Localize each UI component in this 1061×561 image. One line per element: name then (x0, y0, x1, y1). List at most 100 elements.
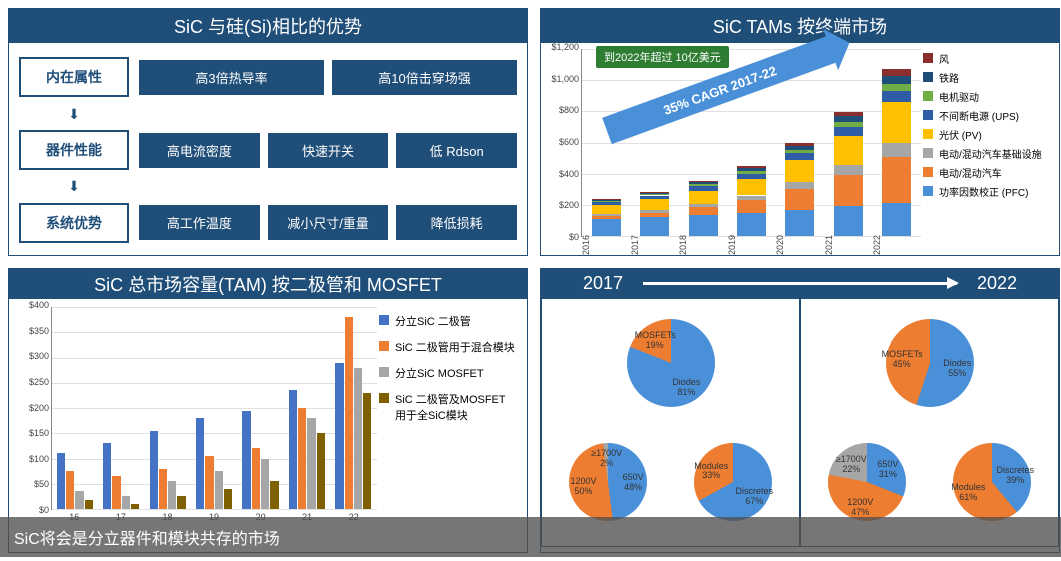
stack-seg (737, 174, 766, 179)
stack-seg (834, 112, 863, 116)
stack-seg (834, 136, 863, 166)
pie-column-2017: Diodes81% MOSFETs19% 650V48% 1200V50% ≥1700V… (541, 298, 800, 547)
pie-label: Modules33% (691, 462, 731, 482)
pie-label: 650V31% (868, 460, 908, 480)
stack-seg (592, 214, 621, 216)
pie-label: ≥1700V22% (831, 455, 871, 475)
pie-column-2022: Diodes55%MOSFETs45% 650V31% 1200V47% ≥1700V… (800, 298, 1059, 547)
tam-diode-mosfet-title: SiC 总市场容量(TAM) 按二极管和 MOSFET (9, 269, 527, 299)
stack-seg (882, 84, 911, 91)
legend-item: 不间断电源 (UPS) (923, 108, 1053, 123)
pie-label: Discretes39% (995, 466, 1035, 486)
bar (317, 433, 325, 509)
legend-item: SiC 二极管用于混合模块 (379, 339, 519, 355)
stack-seg (785, 182, 814, 189)
bar (270, 481, 278, 509)
bar (131, 504, 139, 509)
stack-seg (882, 143, 911, 157)
stack-seg (737, 213, 766, 236)
tam-diode-mosfet-panel: SiC 总市场容量(TAM) 按二极管和 MOSFET $0$50$100$15… (8, 268, 528, 553)
stack-seg (640, 193, 669, 194)
bar (354, 368, 362, 509)
bar (215, 471, 223, 509)
pie-chart: Diodes81% MOSFETs19% (612, 314, 730, 412)
stack-seg (785, 153, 814, 160)
stack-seg (882, 91, 911, 102)
callout-2022: 到2022年超过 10亿美元 (595, 45, 730, 69)
bar (289, 390, 297, 509)
footer-caption: SiC将会是分立器件和模块共存的市场 (0, 517, 1061, 557)
legend-item: 风 (923, 51, 1053, 66)
bar (252, 448, 260, 509)
adv-item: 快速开关 (268, 133, 389, 168)
down-arrow-icon: ⬇ (19, 110, 129, 118)
legend-item: 光伏 (PV) (923, 127, 1053, 142)
pie-label: ≥1700V2% (587, 449, 627, 469)
stack-seg (689, 207, 718, 215)
stack-seg (592, 200, 621, 201)
bar (177, 496, 185, 509)
bar (196, 418, 204, 509)
adv-label: 器件性能 (19, 130, 129, 170)
bar (75, 491, 83, 509)
pie-chart: 650V31% 1200V47% ≥1700V22% (813, 438, 921, 526)
pie-label: MOSFETs19% (635, 331, 675, 351)
stack-seg (640, 196, 669, 200)
pie-chart: Diodes55%MOSFETs45% (871, 314, 989, 412)
bar (224, 489, 232, 509)
bar (150, 431, 158, 509)
stack-seg (882, 203, 911, 236)
bar (57, 453, 65, 509)
pie-label: 1200V50% (563, 477, 603, 497)
stack-seg (592, 202, 621, 205)
tam-stacked-chart: 到2022年超过 10亿美元 35% CAGR 2017-22 $0$200$4… (547, 47, 923, 255)
legend-item: 电动/混动汽车基础设施 (923, 146, 1053, 161)
bar (307, 418, 315, 509)
adv-label: 内在属性 (19, 57, 129, 97)
stack-seg (737, 200, 766, 212)
bar (103, 443, 111, 509)
adv-item: 高工作温度 (139, 205, 260, 240)
adv-item: 降低损耗 (396, 205, 517, 240)
stack-seg (785, 150, 814, 154)
pie-label: MOSFETs45% (882, 350, 922, 370)
pie-chart: Discretes67%Modules33% (679, 438, 787, 526)
stack-seg (592, 216, 621, 219)
bar (122, 496, 130, 509)
pie-label: Diodes81% (666, 378, 706, 398)
adv-item: 高电流密度 (139, 133, 260, 168)
stack-seg (834, 165, 863, 175)
legend-item: 电机驱动 (923, 89, 1053, 104)
pie-chart: 650V48% 1200V50% ≥1700V2% (554, 438, 662, 526)
bar (112, 476, 120, 509)
stack-seg (640, 199, 669, 210)
bar (298, 408, 306, 509)
adv-row: 器件性能高电流密度快速开关低 Rdson (19, 124, 517, 177)
stack-seg (834, 116, 863, 122)
legend-item: 分立SiC MOSFET (379, 365, 519, 381)
grouped-bar-legend: 分立SiC 二极管SiC 二极管用于混合模块分立SiC MOSFETSiC 二极… (379, 305, 519, 528)
pie-label: 650V48% (613, 473, 653, 493)
adv-label: 系统优势 (19, 203, 129, 243)
stack-seg (737, 168, 766, 171)
stack-seg (592, 205, 621, 214)
pie-header: 2017 2022 (541, 269, 1059, 298)
stack-seg (834, 122, 863, 127)
stack-seg (785, 160, 814, 182)
stack-seg (834, 127, 863, 136)
stack-seg (785, 210, 814, 236)
pie-label: Discretes67% (734, 487, 774, 507)
stack-seg (689, 215, 718, 236)
year-2017: 2017 (553, 273, 623, 294)
stack-seg (737, 196, 766, 201)
pie-label: 1200V47% (840, 498, 880, 518)
bar (335, 363, 343, 509)
stack-seg (785, 189, 814, 209)
stack-seg (640, 192, 669, 193)
stack-seg (640, 217, 669, 236)
stack-seg (640, 213, 669, 218)
header-arrow-icon (643, 282, 957, 285)
adv-item: 减小尺寸/重量 (268, 205, 389, 240)
adv-item: 高10倍击穿场强 (332, 60, 517, 95)
stack-seg (737, 171, 766, 174)
